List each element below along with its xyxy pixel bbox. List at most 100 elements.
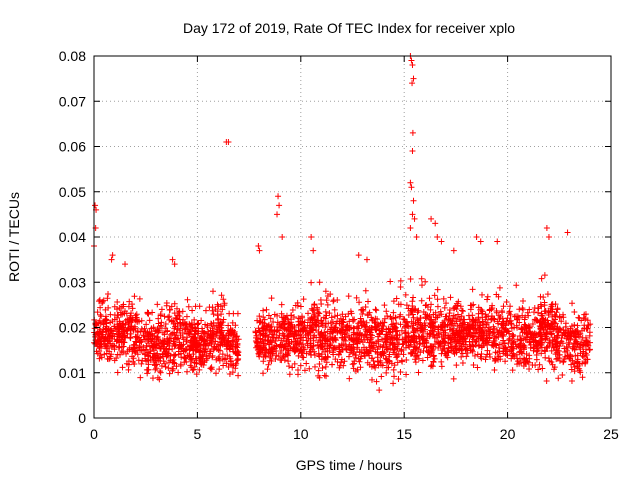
data-point [409,311,416,318]
data-point [407,224,414,231]
data-point [576,333,583,340]
data-point [505,339,512,346]
data-point [125,303,132,310]
data-point [431,292,438,299]
data-point [548,347,555,354]
data-point [318,351,325,358]
data-point [346,375,353,382]
data-point [326,347,333,354]
data-point [315,309,322,316]
data-point [162,363,169,370]
data-point [383,326,390,333]
data-point [534,309,541,316]
data-point [263,322,270,329]
data-point [357,315,364,322]
data-point [284,352,291,359]
data-point [131,293,138,300]
data-point [402,291,409,298]
data-point [452,332,459,339]
data-point [538,275,545,282]
data-point [450,305,457,312]
data-point [315,372,322,379]
data-point [164,327,171,334]
data-point [158,323,165,330]
data-point [480,337,487,344]
data-point [93,341,100,348]
data-point [321,372,328,379]
data-point [128,310,135,317]
data-point [278,347,284,354]
data-point [353,324,360,331]
data-point [116,343,123,350]
data-point [463,353,470,360]
data-point [577,330,584,337]
data-point [310,307,317,314]
data-point [454,311,461,318]
data-point [161,331,168,338]
data-point [336,348,343,355]
data-point [582,360,589,367]
data-point [259,336,266,343]
data-point [184,334,191,341]
data-point [210,311,217,318]
data-point [419,357,426,364]
data-point [196,341,203,348]
data-point [556,314,563,321]
data-point [436,312,443,319]
data-point [397,301,404,308]
data-point [207,348,214,355]
data-point [450,312,457,319]
data-point [120,338,127,345]
data-point [399,336,406,343]
data-point [427,306,434,313]
data-point [189,307,196,314]
data-point [575,314,582,321]
data-point [327,340,334,347]
data-point [138,347,145,354]
data-point [586,332,593,339]
data-point [438,238,445,245]
data-point [170,338,177,345]
data-point [522,361,529,368]
data-point [488,306,495,313]
data-point [221,337,228,344]
data-point [111,323,118,330]
data-point [461,321,468,328]
data-point [107,332,114,339]
data-point [491,355,498,362]
data-point [471,352,478,359]
data-point [387,278,394,285]
data-point [167,352,174,359]
data-point [434,286,441,293]
data-point [509,367,516,374]
data-point [441,304,448,311]
data-point [188,320,195,327]
data-point [306,365,313,372]
data-point [329,361,336,368]
data-point [384,358,391,365]
data-point [270,319,277,326]
data-point [308,279,315,286]
data-point [391,351,398,358]
data-point [344,322,351,329]
data-point [298,343,305,350]
data-point [388,315,395,322]
data-point [144,336,151,343]
data-point [586,339,593,346]
data-point [507,320,514,327]
data-point [100,319,107,326]
data-point [158,306,165,313]
data-point [99,298,106,305]
data-point [121,333,128,340]
data-point [351,316,358,323]
data-point [535,305,542,312]
data-point [488,316,495,323]
data-point [195,320,202,327]
data-point [120,324,127,331]
data-point [220,362,227,369]
data-point [552,335,559,342]
data-point [307,316,314,323]
data-point [107,311,114,318]
data-point [530,332,537,339]
data-point [97,311,104,318]
